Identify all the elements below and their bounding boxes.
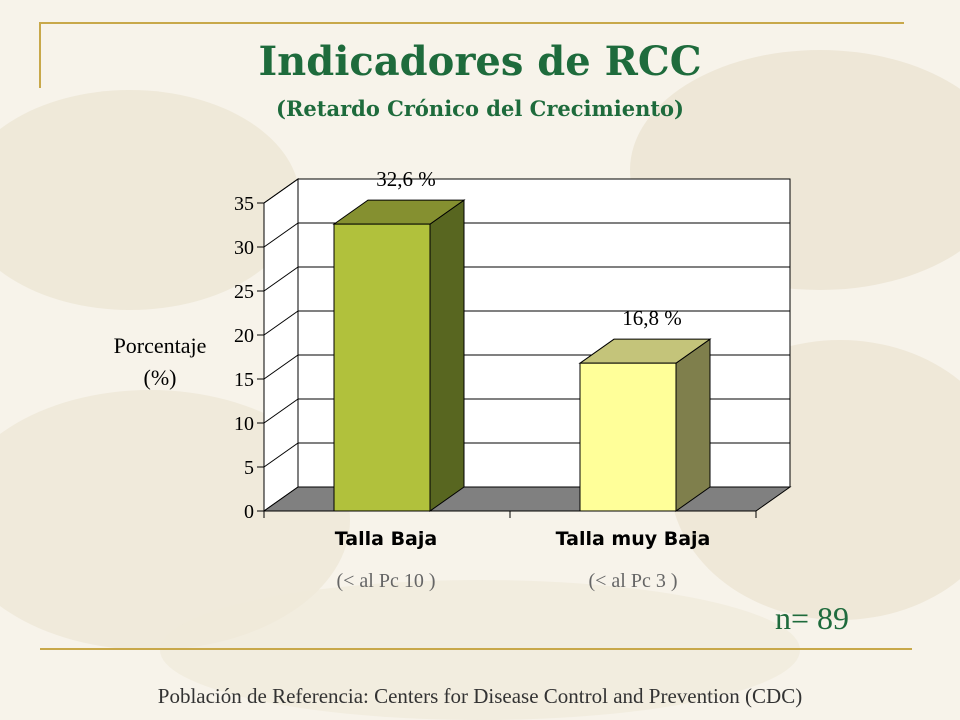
y-axis-label-line-1: Porcentaje [113, 333, 207, 358]
slide-subtitle: (Retardo Crónico del Crecimiento) [276, 96, 684, 121]
data-label: 16,8 % [622, 306, 682, 330]
gridline-diagonal [263, 222, 299, 248]
footer-reference: Población de Referencia: Centers for Dis… [157, 684, 803, 708]
gridline-diagonal [263, 178, 299, 204]
bottom-rule [40, 648, 912, 650]
gridline-diagonal [263, 442, 299, 468]
y-tick-label: 35 [234, 193, 254, 215]
gridline-diagonal [263, 310, 299, 336]
bar-side [675, 338, 711, 512]
bar [579, 362, 677, 512]
y-tick-label: 25 [234, 281, 254, 303]
y-tick-label: 10 [234, 413, 254, 435]
chart-side-wall [263, 178, 299, 512]
category-label-1: Talla Baja [334, 528, 438, 550]
slide-title: Indicadores de RCC [258, 38, 702, 85]
top-rule [40, 22, 904, 24]
y-axis-label-line-2: (%) [143, 365, 177, 390]
y-tick-label: 20 [234, 325, 254, 347]
category-label-2: Talla muy Baja [555, 528, 711, 550]
data-label: 32,6 % [376, 167, 436, 191]
category-note-1: (< al Pc 10 ) [336, 570, 436, 592]
bar [333, 223, 431, 512]
left-rule [39, 22, 41, 88]
y-tick-label: 15 [234, 369, 254, 391]
gridline-diagonal [263, 266, 299, 292]
bar-side [429, 199, 465, 512]
y-axis-label: Porcentaje (%) [100, 330, 220, 394]
y-tick-label: 5 [244, 457, 254, 479]
gridline-diagonal [263, 398, 299, 424]
sample-size-label: n= 89 [775, 600, 850, 636]
gridline-diagonal [263, 354, 299, 380]
category-note-2: (< al Pc 3 ) [588, 570, 678, 592]
y-tick-label: 0 [244, 501, 254, 523]
y-tick-label: 30 [234, 237, 254, 259]
